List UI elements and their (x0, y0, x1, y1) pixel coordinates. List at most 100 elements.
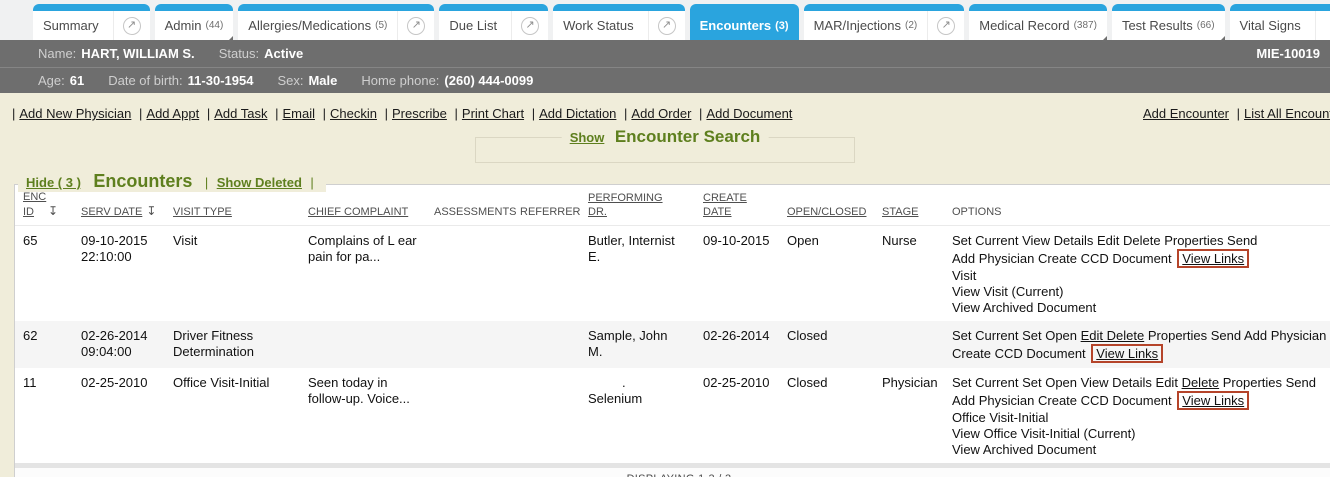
encounter-link[interactable]: View Visit (Current) (952, 284, 1064, 299)
tab-admin[interactable]: Admin (44) (154, 4, 234, 42)
popup-arrow-icon[interactable]: ↗ (647, 11, 685, 40)
tab-mar-injections[interactable]: MAR/Injections (2) ↗ (803, 4, 965, 40)
cell-chief-complaint: Seen today in follow-up. Voice... (308, 375, 410, 406)
options-links-line[interactable]: Add Physician Create CCD Document View L… (952, 249, 1330, 268)
options-links-line[interactable]: Set Current Set Open Edit Delete Propert… (952, 328, 1327, 343)
cell-options: Set Current Set Open View Details Edit D… (944, 368, 1330, 463)
sort-icon[interactable]: ↧ (48, 204, 59, 218)
cell-open-closed: Open (787, 233, 819, 248)
tab-summary[interactable]: Summary ↗ (33, 4, 150, 40)
options-links-line[interactable]: Set Current Set Open View Details Edit D… (952, 375, 1316, 390)
action-print-chart[interactable]: Print Chart (461, 106, 525, 121)
tab-allergies-medications[interactable]: Allergies/Medications (5) ↗ (238, 4, 435, 40)
encounter-link[interactable]: View Archived Document (952, 300, 1097, 315)
name-label: Name: (38, 46, 77, 61)
action-add-new-physician[interactable]: Add New Physician (19, 106, 132, 121)
cell-assessments (426, 368, 512, 463)
table-row: 11 02-25-2010 Office Visit-Initial Seen … (15, 368, 1330, 463)
tab-count: (5) (375, 20, 388, 31)
tab-label: Due List (449, 18, 498, 33)
tab-label: Admin (164, 18, 202, 33)
cell-chief-complaint: Complains of L ear pain for pa... (308, 233, 417, 264)
action-add-encounter[interactable]: Add Encounter (1143, 106, 1230, 121)
tab-vital-signs[interactable]: Vital Signs ↗ (1229, 4, 1330, 40)
tab-work-status[interactable]: Work Status ↗ (553, 4, 685, 40)
popup-arrow-icon[interactable]: ↗ (511, 11, 548, 40)
cell-stage (874, 321, 944, 368)
tab-partial[interactable] (1318, 4, 1330, 40)
action-add-order[interactable]: Add Order (631, 106, 692, 121)
sex-label: Sex: (277, 73, 304, 88)
patient-id: MIE-10019 (1256, 46, 1320, 61)
view-links-button[interactable]: View Links (1091, 344, 1164, 363)
encounter-action-links: Add Encounter |List All Encounters (1143, 106, 1330, 121)
action-links-bar: | Add New Physician | Add Appt | Add Task |… (0, 106, 1330, 123)
action-checkin[interactable]: Checkin (330, 106, 377, 121)
tab-label: Vital Signs (1239, 18, 1301, 33)
cell-referrer (512, 226, 580, 322)
patient-age: 61 (69, 73, 85, 88)
tab-label: Test Results (1121, 18, 1193, 33)
encounter-link[interactable]: View Office Visit-Initial (Current) (952, 426, 1136, 441)
cell-create-date: 02-26-2014 (695, 321, 779, 368)
paging-status: DISPLAYING 1-3 / 3 (15, 463, 1330, 477)
encounter-link[interactable]: Office Visit-Initial (952, 410, 1049, 425)
tab-due-list[interactable]: Due List ↗ (439, 4, 549, 40)
tab-count: (44) (205, 20, 224, 31)
action-add-task[interactable]: Add Task (214, 106, 268, 121)
cell-assessments (426, 321, 512, 368)
action-prescribe[interactable]: Prescribe (391, 106, 447, 121)
tab-count: (66) (1196, 20, 1215, 31)
tab-label: Encounters (699, 18, 772, 33)
encounters-section-header: Hide ( 3 ) Encounters | Show Deleted | (18, 171, 326, 192)
view-links-button[interactable]: View Links (1177, 249, 1250, 268)
action-add-appt[interactable]: Add Appt (146, 106, 200, 121)
options-links-line[interactable]: Create CCD Document View Links (952, 344, 1330, 363)
tab-count: (387) (1073, 20, 1097, 31)
encounters-title: Encounters (93, 171, 193, 191)
tab-medical-record[interactable]: Medical Record (387) (969, 4, 1107, 42)
patient-status: Active (264, 46, 304, 61)
tab-test-results[interactable]: Test Results (66) (1111, 4, 1225, 42)
cell-options: Set Current Set Open Edit Delete Propert… (944, 321, 1330, 368)
show-search-link[interactable]: Show (569, 130, 605, 145)
patient-dob: 11-30-1954 (187, 73, 254, 88)
cell-performing-dr: . Selenium (588, 375, 643, 406)
action-list-all-encounters[interactable]: List All Encounters (1244, 106, 1330, 121)
popup-arrow-icon[interactable]: ↗ (397, 11, 434, 40)
cell-options: Set Current View Details Edit Delete Pro… (944, 226, 1330, 322)
cell-stage: Nurse (882, 233, 917, 248)
phone-label: Home phone: (361, 73, 440, 88)
cell-open-closed: Closed (787, 375, 828, 390)
dob-label: Date of birth: (108, 73, 183, 88)
encounter-link[interactable]: Visit (952, 268, 977, 283)
cell-performing-dr: Sample, John M. (580, 321, 695, 368)
cell-open-closed: Closed (779, 321, 874, 368)
view-links-button[interactable]: View Links (1177, 391, 1250, 410)
cell-assessments (426, 226, 512, 322)
cell-visit-type: Driver Fitness Determination (165, 321, 300, 368)
popup-arrow-icon[interactable]: ↗ (927, 11, 964, 40)
tab-encounters[interactable]: Encounters (3) (689, 4, 799, 40)
popup-arrow-icon[interactable]: ↗ (112, 11, 150, 40)
col-create-date[interactable]: CREATE DATE (695, 185, 779, 226)
cell-create-date: 09-10-2015 (703, 233, 770, 248)
col-stage[interactable]: STAGE (874, 185, 944, 226)
col-open-closed[interactable]: OPEN/CLOSED (779, 185, 874, 226)
hide-encounters-link[interactable]: Hide ( 3 ) (26, 175, 81, 190)
col-performing-dr[interactable]: PERFORMING DR. (580, 185, 695, 226)
cell-create-date: 02-25-2010 (703, 375, 770, 390)
action-add-dictation[interactable]: Add Dictation (539, 106, 617, 121)
encounter-link[interactable]: View Archived Document (952, 442, 1097, 457)
cell-enc-id: 62 (15, 321, 73, 368)
encounters-table-panel: ENC ID ↧ SERV DATE ↧ VISIT TYPE CHIEF COMPL… (14, 184, 1330, 477)
options-links-line[interactable]: Add Physician Create CCD Document View L… (952, 391, 1330, 410)
encounter-search-title: Encounter Search (614, 127, 761, 146)
sort-icon[interactable]: ↧ (146, 204, 157, 218)
action-email[interactable]: Email (282, 106, 315, 121)
action-add-document[interactable]: Add Document (706, 106, 793, 121)
options-links-line[interactable]: Set Current View Details Edit Delete Pro… (952, 233, 1258, 248)
patient-name-bar: Name: HART, WILLIAM S. Status: Active MI… (0, 40, 1330, 68)
show-deleted-link[interactable]: Show Deleted (216, 175, 302, 190)
